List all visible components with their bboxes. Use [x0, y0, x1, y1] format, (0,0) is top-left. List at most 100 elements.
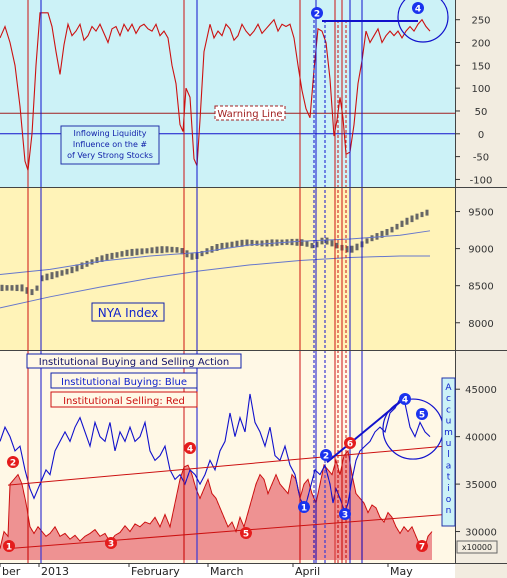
price-bar: [170, 246, 174, 253]
y-tick-label: 9500: [468, 208, 493, 219]
y-tick-label: 35000: [465, 480, 497, 491]
y-tick-label: 0: [478, 130, 484, 141]
scale-note: x10000: [462, 543, 492, 552]
price-bar: [420, 211, 424, 218]
selling-area: [0, 450, 432, 560]
y-tick-label: 8000: [468, 319, 493, 330]
price-bar: [345, 246, 349, 253]
accumulation-letter: m: [444, 428, 453, 438]
price-bar: [395, 223, 399, 230]
price-bar: [390, 226, 394, 233]
price-bar: [35, 285, 39, 291]
price-bar: [365, 238, 369, 244]
price-bar: [220, 242, 224, 250]
price-bar: [245, 239, 249, 247]
liquidity-description-line2: Influence on the #: [73, 140, 148, 149]
warning-line-label: Warning Line: [217, 109, 282, 120]
price-bar: [30, 289, 34, 296]
marker-red-7-label: 7: [419, 543, 425, 553]
marker-blue-2-top: [311, 7, 323, 19]
price-bar: [65, 268, 69, 275]
price-bar: [355, 243, 359, 251]
price-bar: [330, 240, 334, 247]
selling-lower-trendline: [7, 513, 446, 550]
price-bar: [20, 284, 24, 292]
accumulation-letter: i: [447, 484, 450, 494]
selling-legend-box: Institutional Selling: Red: [50, 391, 198, 408]
price-bar: [235, 240, 239, 247]
price-bar: [410, 215, 414, 223]
x-tick-label: 2013: [41, 565, 69, 578]
price-bar: [300, 239, 304, 246]
accumulation-letter: a: [446, 461, 452, 471]
price-bar: [175, 247, 179, 253]
price-bar: [370, 235, 374, 242]
y-tick-label: 45000: [465, 385, 497, 396]
price-bar: [10, 285, 14, 291]
price-bar: [350, 245, 354, 253]
accumulation-letter: t: [447, 473, 451, 483]
price-bar: [405, 217, 409, 225]
price-bar: [90, 259, 94, 265]
liquidity-series-line: [0, 12, 431, 171]
accumulation-letter: n: [446, 506, 452, 516]
marker-red-6: [344, 437, 356, 449]
price-bar: [255, 240, 259, 246]
marker-blue-2-label: 2: [323, 452, 329, 462]
x-tick-label: ber: [2, 565, 21, 578]
marker-red-3-label: 3: [108, 540, 114, 550]
price-bar: [295, 238, 299, 246]
marker-blue-1-label: 1: [301, 504, 307, 514]
price-bar: [260, 240, 264, 247]
price-bar: [250, 239, 254, 246]
annotation-layer: 2 4 1 2 3 4 5 6 7 1 2 3 4 5: [3, 0, 449, 553]
marker-blue-5: [416, 408, 428, 420]
price-bar: [95, 257, 99, 264]
y-tick-label: -100: [470, 175, 493, 186]
price-bar: [55, 271, 59, 278]
x-tick-label: March: [210, 565, 244, 578]
x-tick-label: February: [131, 565, 180, 578]
liquidity-description-box: Inflowing Liquidity Influence on the # o…: [60, 125, 160, 165]
liquidity-description-line3: of Very Strong Stocks: [67, 151, 153, 160]
marker-red-3: [105, 537, 117, 549]
accumulation-letter: c: [446, 405, 451, 415]
price-bar: [190, 253, 194, 260]
price-bar: [75, 264, 79, 272]
y-tick-label: 150: [471, 61, 490, 72]
y-tick-label: -50: [473, 153, 489, 164]
selling-series-line: [0, 449, 433, 552]
marker-red-4-label: 4: [187, 445, 193, 455]
price-bar: [225, 242, 229, 249]
price-bar: [325, 237, 329, 245]
marker-blue-3-label: 3: [342, 511, 348, 521]
y-tick-label: 8500: [468, 282, 493, 293]
marker-blue-5-label: 5: [419, 411, 425, 421]
y-tick-label: 40000: [465, 433, 497, 444]
y-tick-label: 100: [471, 84, 490, 95]
price-bar: [150, 247, 154, 254]
marker-blue-4: [399, 393, 411, 405]
price-bar: [315, 241, 319, 248]
price-bar: [200, 250, 204, 257]
accumulation-letter: l: [447, 450, 450, 460]
price-bar: [145, 248, 149, 254]
price-bar: [240, 239, 244, 247]
price-bar: [105, 253, 109, 261]
price-bar: [120, 251, 124, 257]
buying-legend-box: Institutional Buying: Blue: [50, 372, 198, 389]
price-bar: [115, 252, 119, 258]
sidebar-background: [455, 0, 507, 578]
selling-upper-trendline: [7, 445, 446, 486]
price-bar: [60, 270, 64, 276]
price-bar: [310, 243, 314, 249]
buying-series-line: [0, 393, 431, 515]
price-bar: [385, 229, 389, 236]
price-bar: [215, 244, 219, 251]
price-bar: [0, 284, 4, 292]
marker-blue-1: [298, 501, 310, 513]
price-bar: [185, 250, 189, 258]
price-bar: [25, 287, 29, 294]
price-bar: [375, 233, 379, 240]
